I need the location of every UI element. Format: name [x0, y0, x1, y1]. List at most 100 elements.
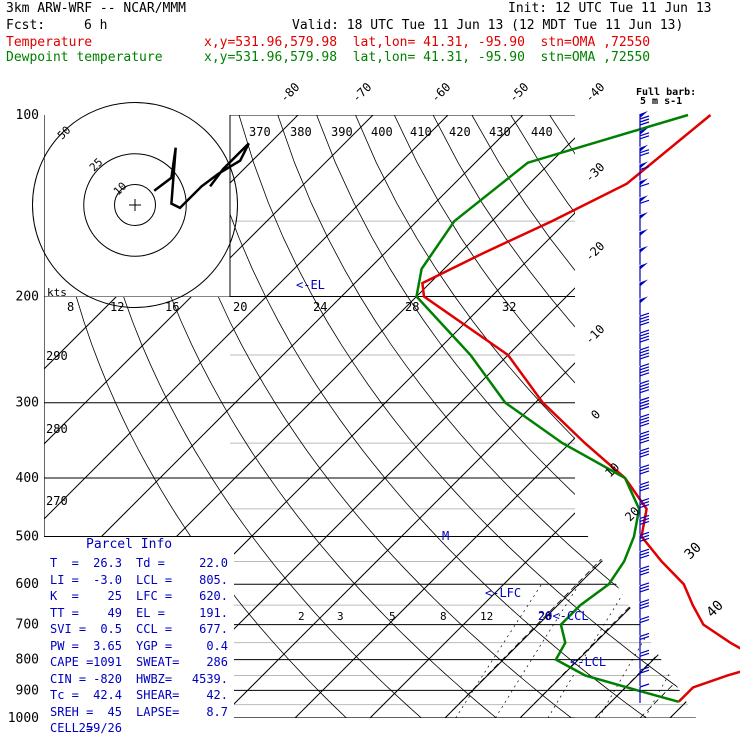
parcel-info-cell: CAPE =	[50, 655, 94, 669]
top-isotherm-label: -50	[506, 80, 531, 105]
fcst-label: Fcst:	[6, 18, 46, 33]
parcel-info-cell: 8.7	[206, 704, 228, 719]
wind-barb	[639, 363, 650, 383]
theta-label: 290	[46, 349, 68, 363]
isotherm-line	[519, 541, 696, 718]
parcel-info-cell: CIN =	[50, 671, 87, 686]
wind-barb	[639, 212, 648, 232]
wind-barb	[639, 178, 650, 198]
wind-barb	[639, 144, 650, 164]
pressure-tick-label: 300	[16, 396, 39, 411]
theta-label: 420	[449, 125, 471, 139]
wind-barb	[639, 127, 650, 147]
wind-barb	[639, 245, 648, 265]
parcel-info-cell: PW =	[50, 638, 79, 653]
hodograph-speed-tick: 16	[165, 300, 179, 314]
pressure-tick-label: 800	[16, 653, 39, 668]
wind-barb	[639, 632, 650, 653]
wind-barb	[639, 582, 650, 602]
dry-adiabat	[277, 115, 696, 650]
parcel-info-title: Parcel Info	[86, 537, 173, 552]
moist-adiabat	[594, 615, 696, 718]
parcel-info-cell: YGP =	[136, 638, 173, 653]
temperature-label: Temperature	[6, 35, 93, 50]
parcel-info-cell: 3.65	[93, 638, 122, 653]
theta-label: 440	[531, 125, 553, 139]
hodograph-ring-10	[114, 184, 156, 226]
wind-barb	[639, 380, 650, 400]
isotherm-line	[44, 115, 449, 520]
theta-label: 380	[290, 125, 312, 139]
wind-barb	[639, 262, 648, 282]
wind-barb	[639, 498, 650, 518]
hodograph-speed-tick: 8	[67, 300, 74, 314]
parcel-info-cell: 49	[107, 605, 122, 620]
parcel-info-cell: -820	[93, 671, 122, 686]
hodograph-speed-tick: 32	[502, 300, 516, 314]
dewpoint-line	[415, 113, 689, 704]
isotherm-line	[444, 466, 696, 718]
m-annotation: M	[442, 529, 449, 543]
pressure-tick-label: 400	[16, 471, 39, 486]
moist-adiabat	[730, 297, 740, 719]
hodograph-kts-label: kts	[47, 286, 67, 299]
mixing-ratio-line	[495, 584, 580, 718]
parcel-info-cell: 1091	[93, 655, 122, 669]
dry-adiabat	[705, 115, 740, 718]
hodograph-ring-25	[83, 153, 187, 257]
parcel-info-cell: EL =	[136, 605, 165, 620]
isotherm-line	[44, 115, 374, 445]
parcel-info-cell: 26.3	[93, 556, 122, 570]
parcel-info-cell: 677.	[199, 622, 228, 636]
isotherm-line	[44, 115, 524, 595]
wind-barb	[639, 531, 650, 552]
pressure-tick-label: 100	[16, 108, 39, 123]
lfc-annotation: <-LFC	[485, 586, 521, 600]
wind-barb	[639, 464, 650, 484]
lcl-annotation: <-LCL	[570, 655, 606, 669]
barb-legend-value: 5 m s-1	[640, 96, 682, 107]
parcel-info-cell: LFC =	[136, 589, 173, 603]
theta-label: 280	[46, 422, 68, 436]
dewpoint-label: Dewpoint temperature	[6, 50, 163, 65]
dry-adiabat	[199, 115, 647, 718]
isotherm-line	[219, 241, 696, 718]
hodograph-ring-50	[32, 102, 238, 308]
dry-adiabat	[160, 115, 572, 718]
wind-barb	[639, 565, 650, 586]
moist-adiabat	[519, 539, 696, 718]
theta-label: 270	[46, 494, 68, 508]
dry-adiabat	[355, 115, 696, 548]
hodograph-speed-tick: 12	[110, 300, 124, 314]
mixing-ratio-label: 5	[389, 610, 396, 623]
parcel-info-cell: 286	[206, 655, 228, 669]
parcel-info-cell: 42.	[206, 688, 228, 702]
mixing-ratio-label: 12	[480, 610, 493, 623]
wind-barb	[639, 666, 650, 687]
parcel-info-cell: SREH =	[50, 704, 94, 719]
top-isotherm-label: -60	[428, 80, 453, 105]
parcel-info-cell: 25	[107, 589, 122, 603]
dry-adiabat	[393, 115, 696, 498]
ccl-annotation: 20<-CCL	[538, 609, 589, 623]
fcst-value: 6 h	[84, 18, 108, 33]
dewpoint-station-info: x,y=531.96,579.98 lat,lon= 41.31, -95.90…	[204, 50, 651, 65]
parcel-info-cell: 4539.	[191, 671, 228, 686]
parcel-info-cell: SVI =	[50, 622, 87, 636]
parcel-info-cell: 0.4	[206, 638, 228, 653]
mixing-ratio-line	[455, 584, 542, 718]
dry-adiabat	[122, 115, 497, 718]
axis-labels: 100 200 300 400 500 600 700 800 900 1000 -80 -70 -60…	[8, 80, 727, 726]
wind-barb	[639, 161, 650, 181]
pressure-tick-label: 700	[16, 618, 39, 633]
moist-adiabat	[444, 462, 696, 718]
dry-adiabat	[83, 115, 422, 718]
wind-barb	[639, 514, 650, 535]
top-isotherm-label: -70	[349, 80, 374, 105]
init-time: Init: 12 UTC Tue 11 Jun 13	[508, 1, 712, 16]
parcel-info-cell: SHEAR=	[136, 688, 180, 702]
wind-barb	[639, 111, 650, 130]
parcel-info-cell: 45	[107, 704, 122, 719]
mixing-ratio-label: 3	[337, 610, 344, 623]
wind-barb	[639, 683, 650, 703]
